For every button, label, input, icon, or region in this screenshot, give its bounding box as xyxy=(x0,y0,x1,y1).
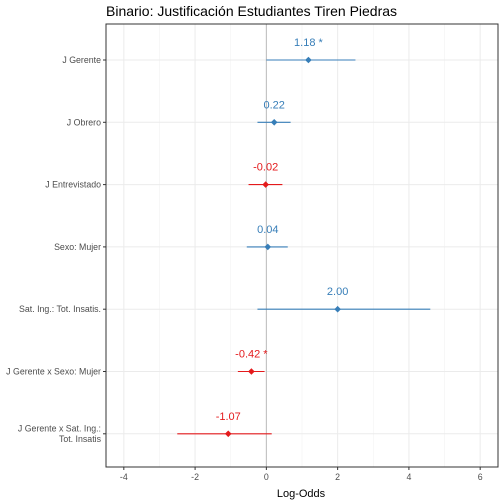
estimate-point xyxy=(264,243,272,251)
y-tick-label: J Gerente x Sat. Ing.: xyxy=(18,424,101,434)
estimate-label: -0.42 * xyxy=(235,349,268,361)
x-tick-label: -2 xyxy=(191,472,199,482)
estimate-point xyxy=(224,430,232,438)
y-tick-label: J Gerente x Sexo: Mujer xyxy=(6,367,101,377)
estimate-point xyxy=(305,56,312,64)
panel-border xyxy=(105,23,499,468)
y-tick-label: Tot. Insatis xyxy=(59,434,102,444)
x-tick-label: 6 xyxy=(478,472,483,482)
estimate-label: 0.22 xyxy=(263,99,284,111)
estimate-label: 2.00 xyxy=(327,286,348,298)
estimate-label: -1.07 xyxy=(216,411,241,423)
estimate-label: -0.02 xyxy=(253,162,278,174)
x-tick-label: 0 xyxy=(264,472,269,482)
estimate-label: 1.18 * xyxy=(294,37,323,49)
estimate-point xyxy=(248,368,255,375)
grid xyxy=(106,24,498,467)
chart-title: Binario: Justificación Estudiantes Tiren… xyxy=(106,3,397,19)
x-axis-title: Log-Odds xyxy=(277,488,326,500)
estimate-labels: 1.18 * 0.22 -0.02 0.04 2.00 -0.42 * -1.07 xyxy=(216,37,349,423)
x-tick-label: -4 xyxy=(120,472,128,482)
x-axis: -4 -2 0 2 4 6 xyxy=(120,467,483,482)
estimate-point xyxy=(334,305,341,313)
y-tick-label: J Gerente xyxy=(62,55,101,65)
estimate-label: 0.04 xyxy=(257,224,278,236)
x-tick-label: 2 xyxy=(335,472,340,482)
y-tick-label: J Obrero xyxy=(67,117,101,127)
y-tick-label: Sat. Ing.: Tot. Insatis. xyxy=(19,304,101,314)
y-tick-label: J Entrevistado xyxy=(45,180,101,190)
estimate-point xyxy=(262,181,269,188)
y-axis: J Gerente J Obrero J Entrevistado Sexo: Muj… xyxy=(6,55,106,444)
estimate-point xyxy=(270,119,278,126)
y-tick-label: Sexo: Mujer xyxy=(54,242,101,252)
x-tick-label: 4 xyxy=(406,472,411,482)
estimate-points xyxy=(224,56,341,438)
